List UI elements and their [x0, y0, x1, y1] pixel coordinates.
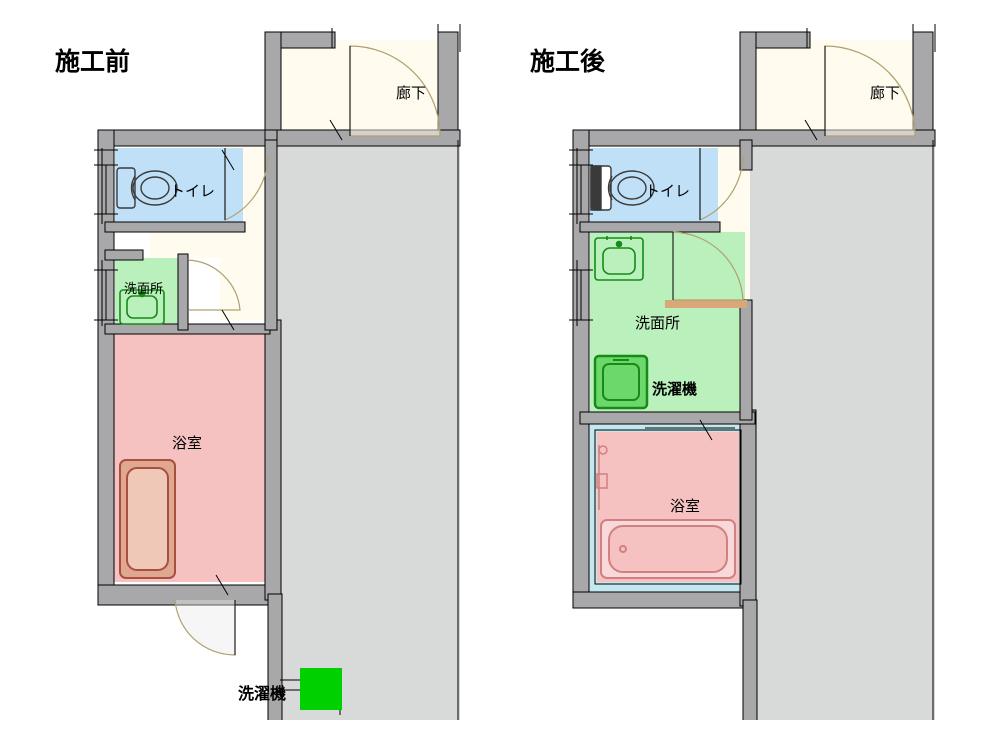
label-bathroom-before: 浴室: [172, 432, 202, 453]
label-washer-after: 洗濯機: [652, 378, 697, 399]
bathtub-before: [120, 460, 175, 578]
door-arc-bath-exit: [175, 600, 235, 655]
label-bathroom-after: 浴室: [670, 495, 700, 516]
label-washroom-before: 洗面所: [124, 278, 163, 297]
label-washer-before: 洗濯機: [238, 680, 286, 704]
bathtub-after: [601, 520, 735, 578]
label-corridor-before: 廊下: [396, 82, 426, 103]
exterior-mass-after: [748, 130, 935, 720]
exterior-mass: [273, 130, 460, 720]
label-corridor-after: 廊下: [870, 82, 900, 103]
washer-marker-before: [300, 668, 342, 710]
after-floorplan: [495, 0, 965, 720]
label-toilet-after: トイレ: [645, 180, 690, 201]
label-washroom-after: 洗面所: [635, 312, 680, 333]
before-floorplan: [20, 0, 490, 720]
washer-after: [595, 356, 647, 408]
label-toilet-before: トイレ: [170, 180, 215, 201]
